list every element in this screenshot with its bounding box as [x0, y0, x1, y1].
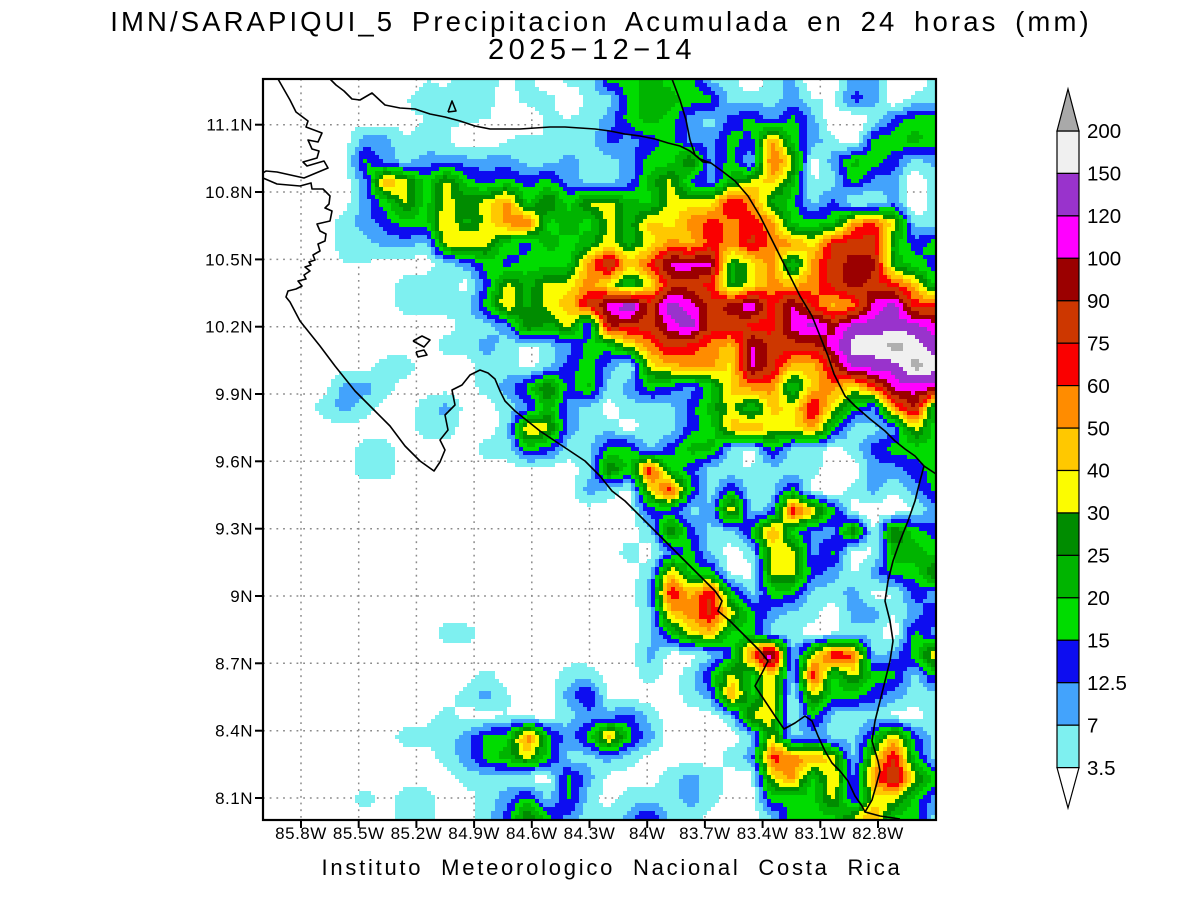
- svg-text:84W: 84W: [629, 824, 665, 843]
- svg-text:10.2N: 10.2N: [205, 318, 253, 337]
- svg-text:60: 60: [1087, 375, 1110, 398]
- svg-text:84.3W: 84.3W: [564, 824, 616, 843]
- svg-text:25: 25: [1087, 545, 1110, 568]
- svg-text:83.7W: 83.7W: [679, 824, 731, 843]
- svg-text:8.1N: 8.1N: [215, 789, 253, 808]
- svg-text:3.5: 3.5: [1087, 757, 1116, 780]
- svg-text:200: 200: [1087, 120, 1121, 143]
- svg-text:85.2W: 85.2W: [391, 824, 443, 843]
- svg-text:IMN/SARAPIQUI_5 Precipitacion: IMN/SARAPIQUI_5 Precipitacion Acumulada …: [110, 6, 1091, 37]
- svg-text:12.5: 12.5: [1087, 672, 1127, 695]
- svg-text:90: 90: [1087, 290, 1110, 313]
- svg-text:83.1W: 83.1W: [794, 824, 846, 843]
- svg-text:150: 150: [1087, 163, 1121, 186]
- svg-text:84.9W: 84.9W: [448, 824, 500, 843]
- svg-text:9.9N: 9.9N: [215, 385, 253, 404]
- svg-text:10.8N: 10.8N: [205, 183, 253, 202]
- svg-text:84.6W: 84.6W: [506, 824, 558, 843]
- svg-text:9.3N: 9.3N: [215, 520, 253, 539]
- svg-text:120: 120: [1087, 205, 1121, 228]
- svg-text:20: 20: [1087, 587, 1110, 610]
- svg-text:83.4W: 83.4W: [737, 824, 789, 843]
- svg-text:8.7N: 8.7N: [215, 654, 253, 673]
- svg-text:50: 50: [1087, 417, 1110, 440]
- svg-text:30: 30: [1087, 502, 1110, 525]
- svg-text:9N: 9N: [230, 587, 253, 606]
- svg-text:75: 75: [1087, 332, 1110, 355]
- svg-text:2025−12−14: 2025−12−14: [488, 34, 696, 66]
- svg-text:40: 40: [1087, 460, 1110, 483]
- svg-text:10.5N: 10.5N: [205, 250, 253, 269]
- svg-text:9.6N: 9.6N: [215, 452, 253, 471]
- svg-text:85.8W: 85.8W: [275, 824, 327, 843]
- svg-text:15: 15: [1087, 630, 1110, 653]
- svg-text:Instituto Meteorologico Nacion: Instituto Meteorologico Nacional Costa R…: [321, 855, 902, 880]
- svg-text:100: 100: [1087, 248, 1121, 271]
- svg-text:11.1N: 11.1N: [206, 116, 253, 135]
- svg-text:7: 7: [1087, 714, 1098, 737]
- svg-text:8.4N: 8.4N: [215, 722, 253, 741]
- svg-text:85.5W: 85.5W: [333, 824, 385, 843]
- svg-text:82.8W: 82.8W: [852, 824, 904, 843]
